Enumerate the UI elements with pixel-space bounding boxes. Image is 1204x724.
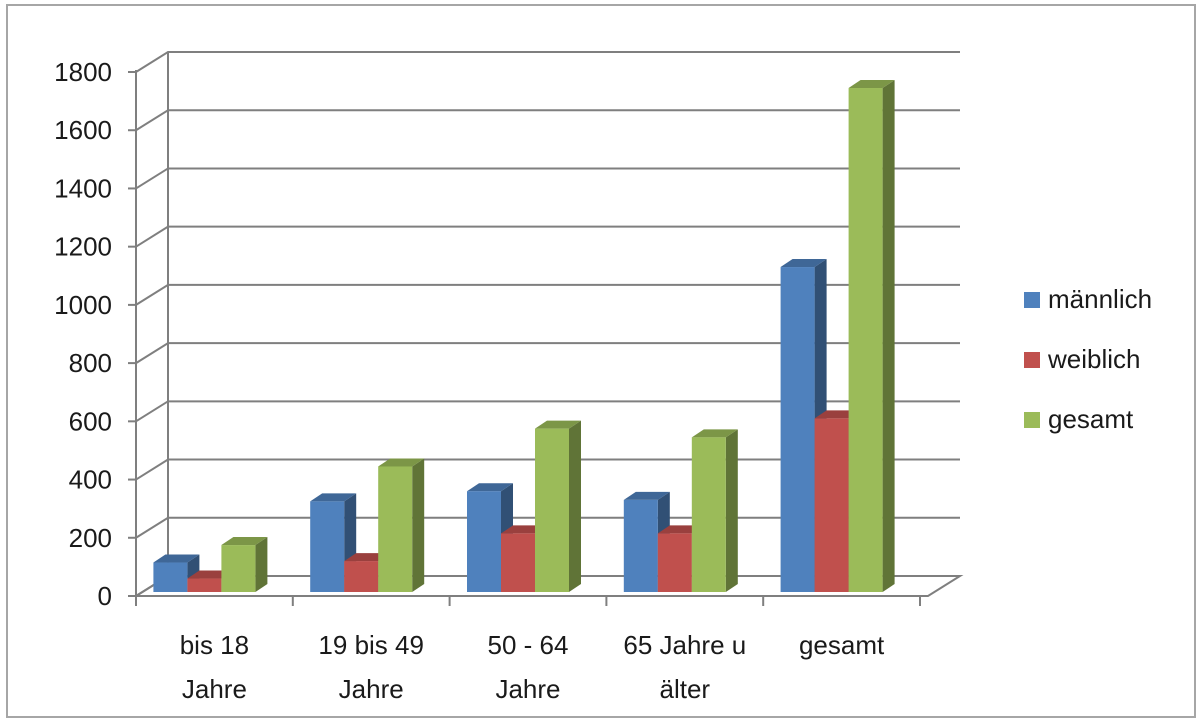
gridline [135,167,960,190]
gridline [135,109,960,132]
y-tick-label: 1200 [54,232,112,262]
bar-top [848,80,895,89]
legend-swatch [1024,412,1040,428]
gridline [135,51,960,73]
legend-label: männlich [1048,284,1152,314]
bar [221,545,256,592]
bar-top [153,554,200,563]
y-tick-label: 400 [69,465,112,495]
bar [814,418,849,592]
bar [378,466,413,592]
bar-side [725,429,738,592]
y-tick-label: 1400 [54,173,112,203]
bar-top [310,493,357,502]
bar [467,491,501,592]
bar-side [255,537,268,592]
bar-top [780,259,827,268]
category-label: 50 - 64 [488,630,569,660]
bar-top [467,483,513,492]
bar-top [623,491,670,500]
y-tick-label: 1800 [54,57,112,87]
category-label: Jahre [495,674,560,704]
y-tick-label: 1600 [54,115,112,145]
bar [623,499,658,592]
category-labels: bis 18 Jahre 19 bis 49 Jahre 50 - 64 Jahre 65 … [180,630,885,704]
y-tick-label: 800 [69,348,112,378]
bar-top [378,458,425,467]
bar [691,437,726,592]
bar-chart: 0 200 400 600 800 1000 1200 1400 1600 1800 bis 18… [54,51,1152,704]
axes [128,70,928,606]
bar [501,533,535,592]
category-label: 65 Jahre u [623,630,746,660]
bars [153,80,895,592]
category-label: älter [660,674,711,704]
bar-top [691,429,738,438]
bar-top [221,537,268,546]
legend-label: gesamt [1048,404,1134,434]
y-tick-label: 600 [69,406,112,436]
gridline [135,400,960,423]
chart-frame: 0 200 400 600 800 1000 1200 1400 1600 1800 bis 18… [6,4,1196,718]
bar-top [535,420,581,429]
bar [153,562,188,592]
category-label: 19 bis 49 [318,630,424,660]
bar [848,88,883,592]
bar [535,428,569,592]
category-label: bis 18 [180,630,249,660]
y-tick-label: 0 [98,581,112,611]
y-tick-label: 200 [69,523,112,553]
y-tick-labels: 0 200 400 600 800 1000 1200 1400 1600 1800 [54,57,112,611]
category-label: Jahre [339,674,404,704]
legend-swatch [1024,352,1040,368]
bar [344,561,379,592]
legend: männlich weiblich gesamt [1024,284,1152,434]
category-label: gesamt [799,630,885,660]
category-label: Jahre [182,674,247,704]
bar [310,501,345,592]
legend-swatch [1024,292,1040,308]
legend-label: weiblich [1047,344,1141,374]
bar [657,533,692,592]
gridline [135,225,960,248]
gridline [135,283,960,306]
gridline [135,342,960,364]
bar [187,578,222,592]
bar-side [882,80,895,592]
bar-side [412,458,425,592]
bar-side [569,420,581,592]
y-tick-label: 1000 [54,290,112,320]
bar [780,267,815,592]
